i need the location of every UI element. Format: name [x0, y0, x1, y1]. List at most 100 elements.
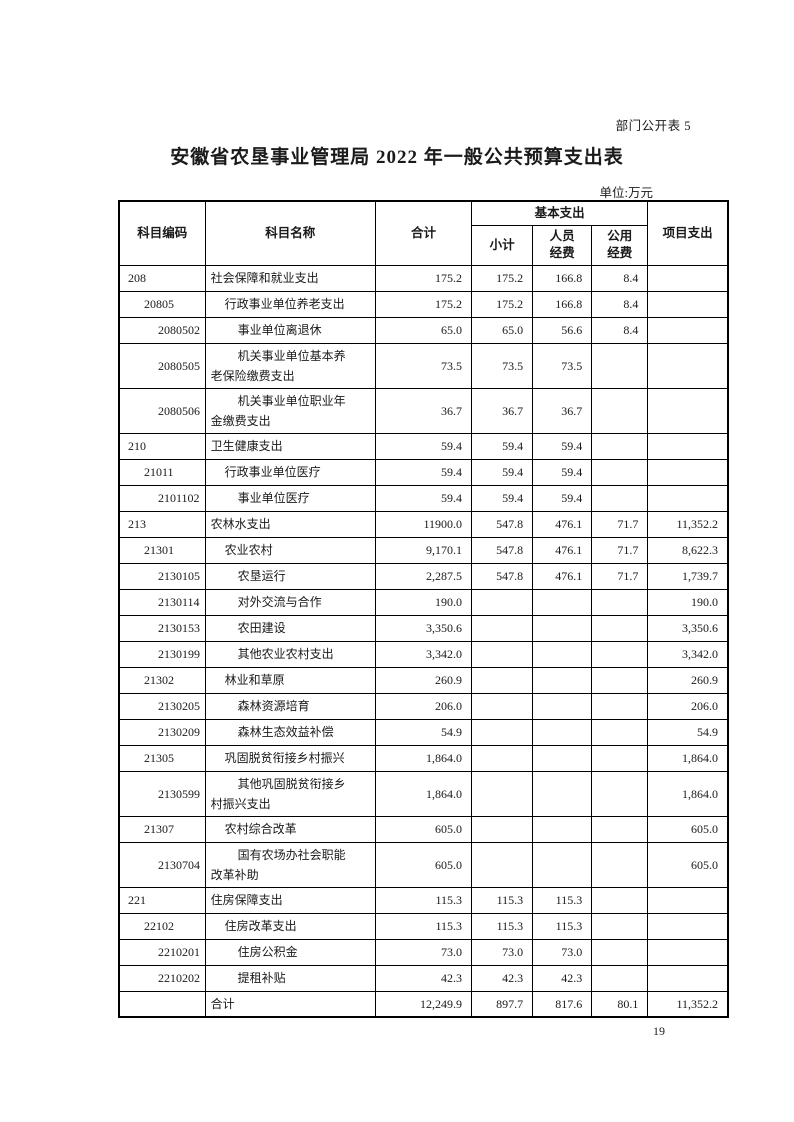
cell-project	[647, 484, 729, 512]
cell-basic-subtotal: 547.8	[471, 510, 534, 538]
cell-code: 2130105	[118, 562, 206, 590]
cell-public-funds: 71.7	[591, 510, 649, 538]
cell-personnel-funds	[532, 640, 593, 668]
table-row: 210 卫生健康支出 59.4 59.4 59.4	[118, 432, 729, 460]
cell-name: 卫生健康支出	[204, 432, 376, 460]
cell-total: 115.3	[374, 912, 473, 940]
cell-personnel-funds	[532, 588, 593, 616]
cell-project	[647, 458, 729, 486]
cell-basic-subtotal: 547.8	[471, 536, 534, 564]
budget-table: 科目编码 科目名称 合计 基本支出 项目支出 小计 人员 经费 公用 经费 20…	[118, 200, 729, 1018]
cell-total: 12,249.9	[374, 990, 473, 1018]
cell-public-funds: 8.4	[591, 316, 649, 344]
cell-code: 2080505	[118, 342, 206, 389]
cell-total: 3,350.6	[374, 614, 473, 642]
cell-public-funds	[591, 841, 649, 888]
cell-project: 3,342.0	[647, 640, 729, 668]
cell-basic-subtotal: 59.4	[471, 484, 534, 512]
cell-personnel-funds: 59.4	[532, 458, 593, 486]
table-row: 2210202 提租补贴 42.3 42.3 42.3	[118, 964, 729, 992]
cell-basic-subtotal	[471, 770, 534, 817]
cell-code: 208	[118, 264, 206, 292]
cell-code: 21301	[118, 536, 206, 564]
cell-code: 2080502	[118, 316, 206, 344]
cell-code: 213	[118, 510, 206, 538]
cell-name: 农林水支出	[204, 510, 376, 538]
table-row: 2130205 森林资源培育 206.0 206.0	[118, 692, 729, 720]
cell-project: 605.0	[647, 815, 729, 843]
cell-name: 合计	[204, 990, 376, 1018]
table-row: 2080506 机关事业单位职业年 金缴费支出 36.7 36.7 36.7	[118, 387, 729, 434]
cell-name: 机关事业单位基本养 老保险缴费支出	[204, 342, 376, 389]
table-row: 213 农林水支出 11900.0 547.8 476.1 71.7 11,352.2	[118, 510, 729, 538]
cell-code: 210	[118, 432, 206, 460]
cell-name: 森林生态效益补偿	[204, 718, 376, 746]
cell-personnel-funds	[532, 770, 593, 817]
cell-public-funds	[591, 458, 649, 486]
cell-public-funds	[591, 718, 649, 746]
cell-name: 提租补贴	[204, 964, 376, 992]
cell-project	[647, 316, 729, 344]
cell-project	[647, 964, 729, 992]
cell-code: 22102	[118, 912, 206, 940]
cell-public-funds	[591, 770, 649, 817]
col-header-personnel: 人员 经费	[532, 224, 593, 266]
cell-name: 其他农业农村支出	[204, 640, 376, 668]
cell-project: 54.9	[647, 718, 729, 746]
cell-total: 175.2	[374, 264, 473, 292]
cell-basic-subtotal	[471, 744, 534, 772]
table-row: 20805 行政事业单位养老支出 175.2 175.2 166.8 8.4	[118, 290, 729, 318]
col-header-name: 科目名称	[204, 200, 376, 266]
table-row: 22102 住房改革支出 115.3 115.3 115.3	[118, 912, 729, 940]
cell-personnel-funds	[532, 744, 593, 772]
cell-name: 住房公积金	[204, 938, 376, 966]
cell-personnel-funds: 42.3	[532, 964, 593, 992]
cell-personnel-funds: 476.1	[532, 562, 593, 590]
cell-personnel-funds: 166.8	[532, 290, 593, 318]
cell-basic-subtotal: 73.0	[471, 938, 534, 966]
cell-public-funds	[591, 614, 649, 642]
table-row: 2080502 事业单位离退休 65.0 65.0 56.6 8.4	[118, 316, 729, 344]
cell-total: 73.0	[374, 938, 473, 966]
col-header-total: 合计	[374, 200, 473, 266]
table-row: 2130153 农田建设 3,350.6 3,350.6	[118, 614, 729, 642]
cell-personnel-funds	[532, 614, 593, 642]
cell-basic-subtotal: 42.3	[471, 964, 534, 992]
cell-public-funds	[591, 666, 649, 694]
cell-code: 21307	[118, 815, 206, 843]
cell-total: 65.0	[374, 316, 473, 344]
table-row: 21305 巩固脱贫衔接乡村振兴 1,864.0 1,864.0	[118, 744, 729, 772]
cell-personnel-funds: 59.4	[532, 484, 593, 512]
cell-total: 11900.0	[374, 510, 473, 538]
cell-personnel-funds: 59.4	[532, 432, 593, 460]
cell-total: 59.4	[374, 432, 473, 460]
cell-personnel-funds: 115.3	[532, 886, 593, 914]
cell-code: 2101102	[118, 484, 206, 512]
cell-total: 2,287.5	[374, 562, 473, 590]
cell-name: 住房保障支出	[204, 886, 376, 914]
table-row: 2130209 森林生态效益补偿 54.9 54.9	[118, 718, 729, 746]
cell-total: 36.7	[374, 387, 473, 434]
cell-public-funds	[591, 640, 649, 668]
doc-label: 部门公开表 5	[615, 119, 691, 133]
cell-public-funds	[591, 815, 649, 843]
cell-personnel-funds	[532, 841, 593, 888]
cell-total: 42.3	[374, 964, 473, 992]
cell-project	[647, 264, 729, 292]
cell-code: 2130153	[118, 614, 206, 642]
cell-basic-subtotal	[471, 718, 534, 746]
cell-code: 2130114	[118, 588, 206, 616]
cell-total: 59.4	[374, 484, 473, 512]
cell-total: 605.0	[374, 841, 473, 888]
cell-project	[647, 886, 729, 914]
cell-basic-subtotal: 897.7	[471, 990, 534, 1018]
cell-project	[647, 938, 729, 966]
cell-total: 190.0	[374, 588, 473, 616]
col-header-public: 公用 经费	[591, 224, 649, 266]
cell-name: 对外交流与合作	[204, 588, 376, 616]
table-row: 2130599 其他巩固脱贫衔接乡 村振兴支出 1,864.0 1,864.0	[118, 770, 729, 817]
cell-basic-subtotal: 547.8	[471, 562, 534, 590]
col-header-code: 科目编码	[118, 200, 206, 266]
cell-total: 9,170.1	[374, 536, 473, 564]
cell-code: 2130704	[118, 841, 206, 888]
